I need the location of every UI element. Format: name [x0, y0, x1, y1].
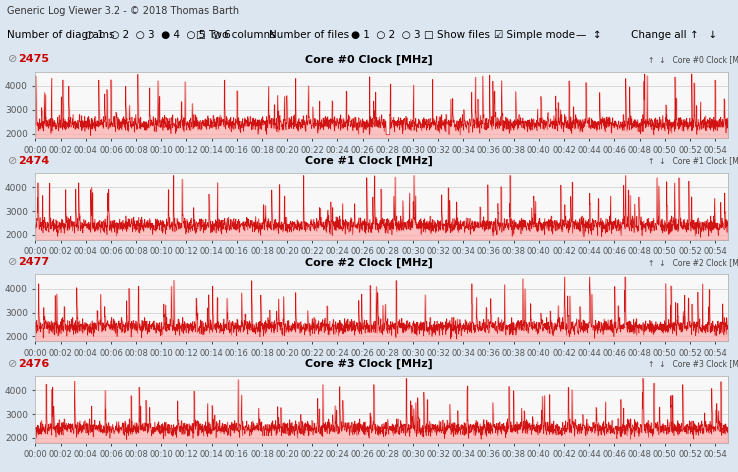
Text: 2477: 2477 — [18, 257, 49, 268]
Text: ↑  ↓   Core #3 Clock [MHz] ▼: ↑ ↓ Core #3 Clock [MHz] ▼ — [648, 359, 738, 369]
Text: Number of diagrams: Number of diagrams — [7, 30, 115, 41]
Text: ⊘: ⊘ — [8, 156, 18, 166]
Text: ○ 1  ○ 2  ○ 3  ● 4  ○ 5  ○ 6: ○ 1 ○ 2 ○ 3 ● 4 ○ 5 ○ 6 — [85, 30, 230, 41]
Text: —  ↕: — ↕ — [576, 30, 601, 41]
Text: ↑   ↓: ↑ ↓ — [690, 30, 717, 41]
Text: □ Two columns: □ Two columns — [196, 30, 275, 41]
Text: ☑ Simple mode: ☑ Simple mode — [494, 30, 576, 41]
Text: ↑  ↓   Core #2 Clock [MHz] ▼: ↑ ↓ Core #2 Clock [MHz] ▼ — [648, 258, 738, 267]
Text: Core #0 Clock [MHz]: Core #0 Clock [MHz] — [305, 54, 433, 65]
Text: 2474: 2474 — [18, 156, 49, 166]
Text: Core #3 Clock [MHz]: Core #3 Clock [MHz] — [305, 359, 433, 369]
Text: ● 1  ○ 2  ○ 3: ● 1 ○ 2 ○ 3 — [351, 30, 420, 41]
Text: ⊘: ⊘ — [8, 54, 18, 65]
Text: ↑  ↓   Core #1 Clock [MHz] ▼: ↑ ↓ Core #1 Clock [MHz] ▼ — [648, 156, 738, 166]
Text: □ Show files: □ Show files — [424, 30, 490, 41]
Text: ⊘: ⊘ — [8, 359, 18, 369]
Text: Generic Log Viewer 3.2 - © 2018 Thomas Barth: Generic Log Viewer 3.2 - © 2018 Thomas B… — [7, 6, 240, 16]
Text: Number of files: Number of files — [269, 30, 350, 41]
Text: ↑  ↓   Core #0 Clock [MHz] ▼: ↑ ↓ Core #0 Clock [MHz] ▼ — [648, 55, 738, 64]
Text: Change all: Change all — [631, 30, 686, 41]
Text: Core #1 Clock [MHz]: Core #1 Clock [MHz] — [305, 156, 433, 166]
Text: Core #2 Clock [MHz]: Core #2 Clock [MHz] — [305, 257, 433, 268]
Text: 2475: 2475 — [18, 54, 49, 65]
Text: ⊘: ⊘ — [8, 257, 18, 268]
Text: 2476: 2476 — [18, 359, 49, 369]
